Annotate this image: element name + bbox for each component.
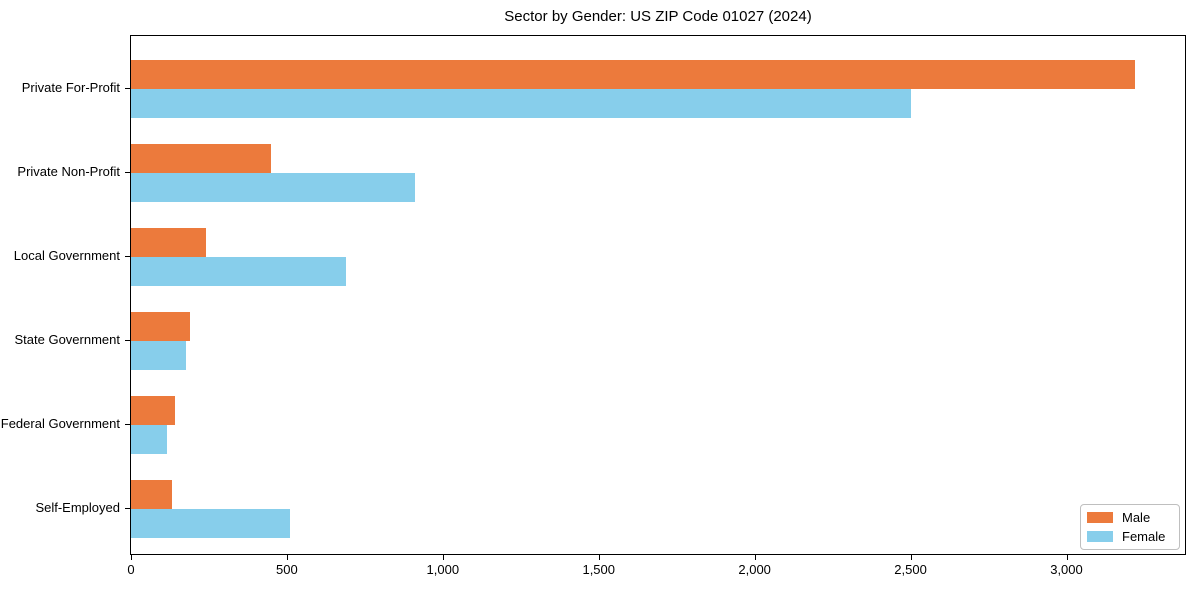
plot-area: Male Female (130, 35, 1186, 555)
x-tick-label: 1,000 (426, 562, 460, 577)
female-swatch-icon (1087, 530, 1113, 542)
legend-label-female: Female (1122, 528, 1166, 544)
x-tick-mark (1066, 555, 1068, 560)
y-tick-label: Local Government (13, 248, 120, 263)
chart-title: Sector by Gender: US ZIP Code 01027 (202… (504, 8, 812, 25)
x-tick-mark (754, 555, 756, 560)
x-tick-mark (910, 555, 912, 560)
legend-label-male: Male (1122, 510, 1151, 526)
y-tick-label: State Government (14, 332, 121, 347)
male-bar (131, 312, 191, 341)
y-tick-mark (125, 256, 130, 257)
x-tick-mark (598, 555, 600, 560)
x-tick-label: 0 (127, 562, 135, 577)
y-tick-mark (125, 508, 130, 509)
female-bar (131, 89, 911, 118)
x-tick-label: 3,000 (1050, 562, 1083, 577)
y-tick-mark (125, 340, 130, 341)
x-tick-label: 500 (276, 562, 298, 577)
y-tick-label: Private For-Profit (21, 80, 120, 95)
x-tick-label: 2,500 (894, 562, 927, 577)
x-tick-label: 2,000 (738, 562, 771, 577)
female-bar (131, 341, 186, 370)
y-tick-label: Self-Employed (35, 500, 120, 515)
y-tick-mark (125, 88, 130, 89)
male-bar (131, 480, 172, 509)
female-bar (131, 257, 347, 286)
female-bar (131, 509, 291, 538)
y-tick-label: Federal Government (0, 416, 120, 431)
male-swatch-icon (1087, 512, 1113, 524)
x-tick-mark (442, 555, 444, 560)
legend-entry-male: Male (1087, 510, 1173, 525)
female-bar (131, 173, 415, 202)
x-tick-label: 1,500 (582, 562, 616, 577)
x-tick-mark (286, 555, 288, 560)
y-tick-mark (125, 172, 130, 173)
male-bar (131, 60, 1136, 89)
male-bar (131, 228, 206, 257)
legend-entry-female: Female (1087, 529, 1173, 544)
x-tick-mark (131, 555, 132, 560)
male-bar (131, 396, 175, 425)
legend: Male Female (1080, 504, 1180, 550)
y-tick-mark (125, 424, 130, 425)
y-tick-label: Private Non-Profit (17, 164, 120, 179)
male-bar (131, 144, 272, 173)
female-bar (131, 425, 167, 454)
